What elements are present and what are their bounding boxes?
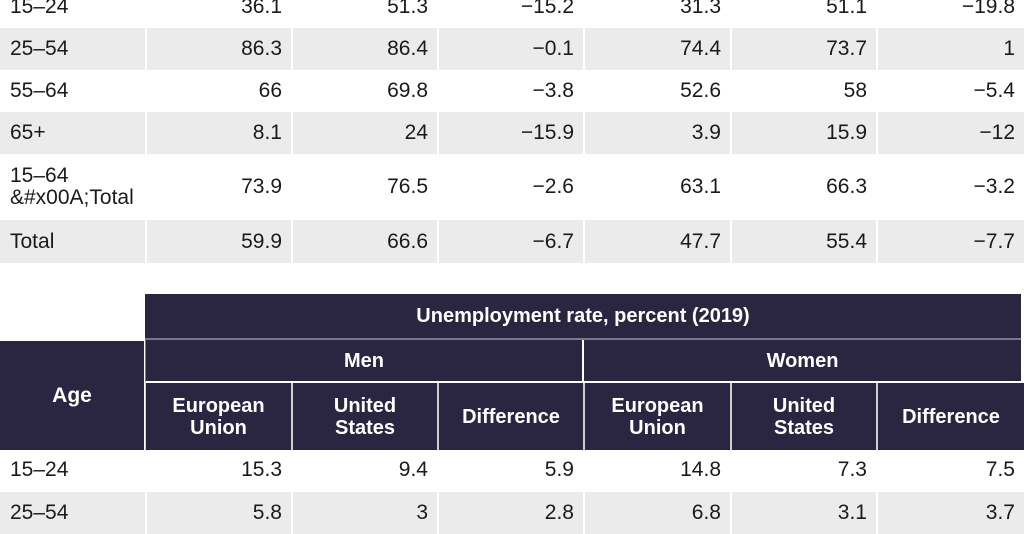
age-line-1: 15–64: [10, 164, 69, 187]
women-eu-cell: 14.8: [583, 450, 730, 490]
women-us-cell: 58: [730, 70, 876, 112]
men-eu-cell: 5.8: [145, 492, 291, 534]
women-eu-cell: 74.4: [583, 28, 730, 70]
age-line-2: &#x00A;Total: [10, 186, 134, 209]
header-line-1: United: [333, 394, 397, 417]
women-diff-cell: −7.7: [876, 220, 1024, 263]
women-diff-cell: 7.5: [876, 450, 1024, 490]
header-line-1: European: [172, 394, 265, 417]
header-line-1: United: [772, 394, 836, 417]
age-cell: 15–24: [0, 0, 145, 28]
men-us-header: United States: [291, 383, 437, 450]
age-cell: 15–64 &#x00A;Total: [0, 154, 145, 220]
women-diff-header: Difference: [876, 383, 1024, 450]
women-eu-cell: 6.8: [583, 492, 730, 534]
age-cell: 25–54: [0, 28, 145, 70]
men-diff-cell: −6.7: [437, 220, 583, 263]
men-us-cell: 9.4: [291, 450, 437, 490]
women-diff-cell: −3.2: [876, 154, 1024, 220]
men-us-cell: 66.6: [291, 220, 437, 263]
men-diff-cell: 2.8: [437, 492, 583, 534]
men-eu-cell: 59.9: [145, 220, 291, 263]
men-us-cell: 86.4: [291, 28, 437, 70]
men-eu-cell: 66: [145, 70, 291, 112]
men-diff-cell: −3.8: [437, 70, 583, 112]
men-eu-header: European Union: [145, 383, 291, 450]
women-us-cell: 66.3: [730, 154, 876, 220]
men-us-cell: 3: [291, 492, 437, 534]
age-cell: 55–64: [0, 70, 145, 112]
men-eu-cell: 36.1: [145, 0, 291, 28]
women-us-cell: 3.1: [730, 492, 876, 534]
men-group-header: Men: [145, 340, 582, 383]
men-diff-cell: −15.2: [437, 0, 583, 28]
women-us-cell: 15.9: [730, 112, 876, 154]
table-row: 25–54 5.8 3 2.8 6.8 3.1 3.7: [0, 492, 1024, 534]
table-row: 15–64 &#x00A;Total 73.9 76.5 −2.6 63.1 6…: [0, 154, 1024, 220]
age-cell: 25–54: [0, 492, 145, 534]
table-row: 15–24 15.3 9.4 5.9 14.8 7.3 7.5: [0, 450, 1024, 490]
women-diff-cell: −5.4: [876, 70, 1024, 112]
women-us-cell: 51.1: [730, 0, 876, 28]
men-eu-cell: 8.1: [145, 112, 291, 154]
table-title: Unemployment rate, percent (2019): [145, 294, 1021, 340]
women-eu-cell: 63.1: [583, 154, 730, 220]
table-row: 65+ 8.1 24 −15.9 3.9 15.9 −12: [0, 112, 1024, 154]
men-us-cell: 51.3: [291, 0, 437, 28]
women-eu-cell: 31.3: [583, 0, 730, 28]
table-row: 55–64 66 69.8 −3.8 52.6 58 −5.4: [0, 70, 1024, 112]
men-eu-cell: 86.3: [145, 28, 291, 70]
women-diff-cell: −19.8: [876, 0, 1024, 28]
age-cell: 15–24: [0, 450, 145, 490]
women-diff-cell: −12: [876, 112, 1024, 154]
age-column-header: Age: [0, 341, 144, 450]
women-diff-cell: 3.7: [876, 492, 1024, 534]
header-line-2: Union: [190, 416, 247, 439]
women-diff-cell: 1: [876, 28, 1024, 70]
age-cell: Total: [0, 220, 145, 263]
women-us-header: United States: [730, 383, 876, 450]
table-row: 25–54 86.3 86.4 −0.1 74.4 73.7 1: [0, 28, 1024, 70]
men-diff-cell: 5.9: [437, 450, 583, 490]
women-eu-cell: 47.7: [583, 220, 730, 263]
header-line-2: States: [773, 416, 835, 439]
men-eu-cell: 73.9: [145, 154, 291, 220]
women-eu-cell: 52.6: [583, 70, 730, 112]
header-line-2: Union: [629, 416, 686, 439]
men-eu-cell: 15.3: [145, 450, 291, 490]
age-cell: 65+: [0, 112, 145, 154]
men-diff-cell: −0.1: [437, 28, 583, 70]
men-us-cell: 76.5: [291, 154, 437, 220]
table-row: 15–24 36.1 51.3 −15.2 31.3 51.1 −19.8: [0, 0, 1024, 28]
women-group-header: Women: [583, 340, 1021, 383]
header-line-1: European: [611, 394, 704, 417]
men-us-cell: 24: [291, 112, 437, 154]
women-us-cell: 73.7: [730, 28, 876, 70]
men-diff-header: Difference: [437, 383, 583, 450]
men-diff-cell: −15.9: [437, 112, 583, 154]
men-us-cell: 69.8: [291, 70, 437, 112]
women-eu-header: European Union: [583, 383, 730, 450]
header-line-2: States: [334, 416, 396, 439]
men-diff-cell: −2.6: [437, 154, 583, 220]
women-us-cell: 55.4: [730, 220, 876, 263]
women-eu-cell: 3.9: [583, 112, 730, 154]
women-us-cell: 7.3: [730, 450, 876, 490]
table-row: Total 59.9 66.6 −6.7 47.7 55.4 −7.7: [0, 220, 1024, 263]
